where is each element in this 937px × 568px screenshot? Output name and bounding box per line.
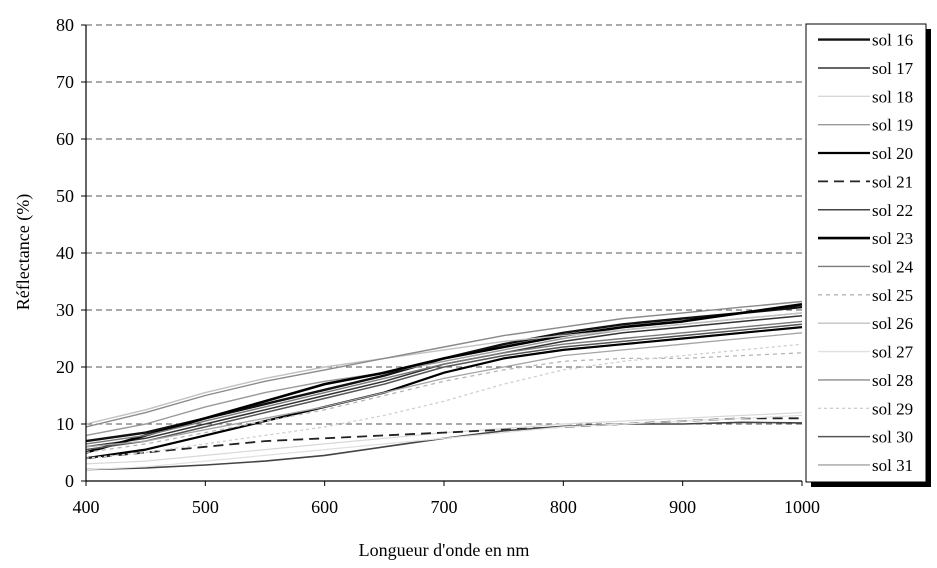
series-line-12 (85, 414, 803, 471)
y-axis-title: Réflectance (%) (13, 194, 34, 310)
y-tick-label-50: 50 (56, 186, 74, 206)
x-tick-label-800: 800 (550, 497, 577, 517)
legend-label-8: sol 23 (872, 229, 913, 248)
y-tick-label-80: 80 (56, 15, 74, 35)
legend-label-1: sol 16 (872, 31, 913, 50)
axes: 0 10 20 30 40 50 60 70 80 400 500 600 700 800 900 1000 (56, 15, 820, 517)
legend-label-9: sol 24 (872, 257, 914, 276)
legend-box (805, 23, 927, 483)
series-line-14 (85, 343, 803, 459)
y-tick-label-30: 30 (56, 300, 74, 320)
x-tick-label-1000: 1000 (784, 497, 820, 517)
legend-label-7: sol 22 (872, 201, 913, 220)
legend-label-16: sol 31 (872, 456, 913, 475)
x-tick-label-500: 500 (192, 497, 219, 517)
y-tick-label-20: 20 (56, 357, 74, 377)
legend-label-15: sol 30 (872, 428, 913, 447)
series-line-2 (85, 314, 803, 448)
legend-label-4: sol 19 (872, 116, 913, 135)
legend-label-10: sol 25 (872, 286, 913, 305)
series-line-10 (85, 352, 803, 454)
legend: sol 16 sol 17 sol 18 sol 19 sol 20 sol 21 sol … (805, 23, 931, 487)
series-lines (85, 300, 803, 471)
y-tick-label-60: 60 (56, 129, 74, 149)
series-line-9 (85, 320, 803, 445)
legend-label-12: sol 27 (872, 343, 914, 362)
series-line-8 (85, 303, 803, 454)
x-tick-label-600: 600 (311, 497, 338, 517)
legend-label-5: sol 20 (872, 144, 913, 163)
series-line-5 (85, 326, 803, 460)
series-line-16 (85, 332, 803, 448)
x-tick-label-700: 700 (431, 497, 458, 517)
x-tick-label-900: 900 (669, 497, 696, 517)
y-tick-label-40: 40 (56, 243, 74, 263)
x-axis-title: Longueur d'onde en nm (359, 540, 530, 560)
legend-label-6: sol 21 (872, 172, 913, 191)
legend-label-3: sol 18 (872, 87, 913, 106)
x-tick-label-400: 400 (73, 497, 100, 517)
legend-label-14: sol 29 (872, 399, 913, 418)
y-tick-label-10: 10 (56, 414, 74, 434)
series-line-11 (85, 312, 803, 425)
y-tick-label-70: 70 (56, 72, 74, 92)
series-line-13 (85, 300, 803, 428)
legend-label-2: sol 17 (872, 59, 914, 78)
y-tick-label-0: 0 (65, 471, 74, 491)
series-line-15 (85, 323, 803, 451)
legend-label-11: sol 26 (872, 314, 913, 333)
legend-label-13: sol 28 (872, 371, 913, 390)
